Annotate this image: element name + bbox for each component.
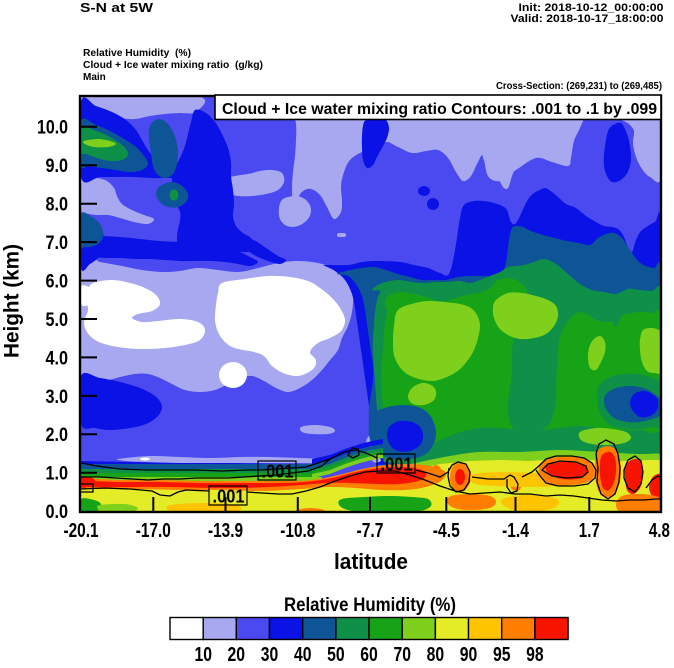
- svg-text:S-N at 5W: S-N at 5W: [80, 0, 154, 15]
- svg-text:30: 30: [261, 644, 279, 666]
- svg-text:latitude: latitude: [334, 549, 408, 574]
- svg-text:5.0: 5.0: [46, 310, 69, 331]
- svg-text:-10.8: -10.8: [280, 520, 315, 542]
- svg-text:-4.5: -4.5: [433, 520, 460, 542]
- svg-text:0.0: 0.0: [46, 502, 69, 523]
- svg-text:10: 10: [194, 644, 212, 666]
- svg-text:10.0: 10.0: [37, 118, 68, 139]
- svg-text:4.0: 4.0: [46, 348, 69, 369]
- svg-text:Relative Humidity (%): Relative Humidity (%): [83, 48, 191, 59]
- svg-text:4.8: 4.8: [649, 520, 670, 542]
- svg-text:40: 40: [294, 644, 312, 666]
- svg-text:1.0: 1.0: [46, 464, 69, 485]
- svg-text:90: 90: [460, 644, 478, 666]
- svg-text:.001: .001: [262, 462, 294, 482]
- svg-text:95: 95: [493, 644, 511, 666]
- svg-text:.001: .001: [213, 487, 245, 507]
- svg-text:6.0: 6.0: [46, 272, 69, 293]
- svg-text:70: 70: [393, 644, 411, 666]
- svg-text:Cloud + Ice water mixing ratio: Cloud + Ice water mixing ratio Contours:…: [222, 101, 657, 118]
- svg-text:Relative Humidity (%): Relative Humidity (%): [284, 595, 456, 616]
- svg-text:3.0: 3.0: [46, 387, 69, 408]
- svg-text:60: 60: [360, 644, 378, 666]
- svg-text:Valid: 2018-10-17_18:00:00: Valid: 2018-10-17_18:00:00: [511, 13, 664, 25]
- svg-text:98: 98: [526, 644, 544, 666]
- svg-text:Main: Main: [83, 72, 106, 83]
- svg-text:-7.7: -7.7: [357, 520, 384, 542]
- svg-text:1.7: 1.7: [579, 520, 600, 542]
- svg-text:50: 50: [327, 644, 345, 666]
- svg-text:Init: 2018-10-12_00:00:00: Init: 2018-10-12_00:00:00: [519, 2, 664, 14]
- svg-text:Cross-Section: (269,231) to (2: Cross-Section: (269,231) to (269,485): [496, 80, 662, 92]
- svg-text:8.0: 8.0: [46, 195, 69, 216]
- svg-text:7.0: 7.0: [46, 233, 69, 254]
- svg-text:80: 80: [427, 644, 445, 666]
- svg-text:-20.1: -20.1: [64, 520, 99, 542]
- svg-text:-17.0: -17.0: [136, 520, 171, 542]
- svg-text:-1.4: -1.4: [502, 520, 530, 542]
- svg-text:.001: .001: [381, 455, 413, 475]
- svg-text:9.0: 9.0: [46, 156, 69, 177]
- svg-text:-13.9: -13.9: [208, 520, 243, 542]
- svg-text:Cloud + Ice water mixing ratio: Cloud + Ice water mixing ratio (g/kg): [83, 60, 263, 71]
- svg-text:20: 20: [228, 644, 246, 666]
- svg-text:2.0: 2.0: [46, 425, 69, 446]
- svg-text:Height (km): Height (km): [1, 244, 24, 358]
